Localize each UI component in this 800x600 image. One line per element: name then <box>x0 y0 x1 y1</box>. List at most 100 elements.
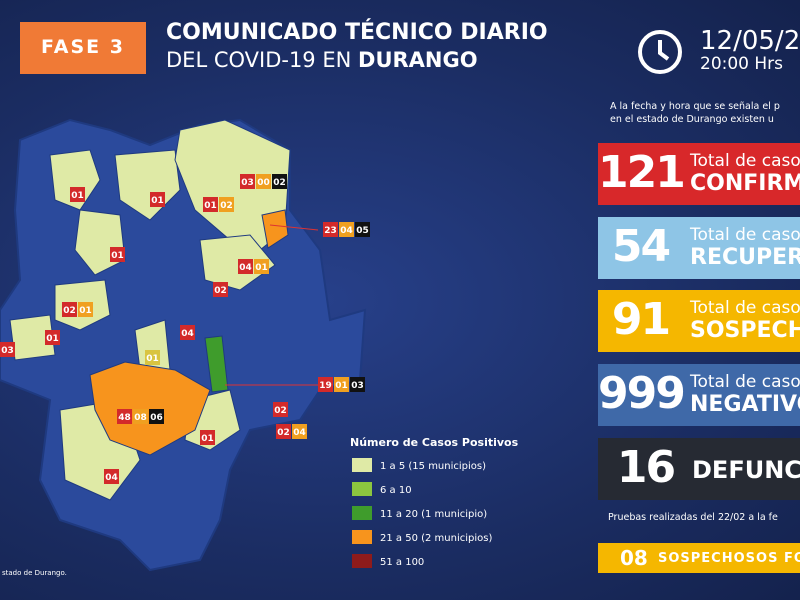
badge-count: 06 <box>150 413 163 423</box>
subtitle-place: DURANGO <box>358 48 478 72</box>
municipality-light <box>49 149 101 211</box>
municipality-orange <box>261 209 289 249</box>
intro-line: en el estado de Durango existen u <box>610 114 774 125</box>
badge-count: 19 <box>319 381 332 391</box>
legend-label: 51 a 100 <box>380 557 424 568</box>
badge-count: 08 <box>134 413 147 423</box>
legend-title: Número de Casos Positivos <box>350 436 519 449</box>
badge-cell <box>240 174 255 189</box>
badge-cell <box>256 174 271 189</box>
stat-box <box>598 143 800 205</box>
stat-line1: DEFUNCIO <box>692 456 800 484</box>
badge-count: 48 <box>118 413 131 423</box>
badge-cell <box>334 377 349 392</box>
badge-cell <box>70 187 85 202</box>
bottom-label: SOSPECHOSOS FO <box>658 551 800 566</box>
badge-cell <box>292 424 307 439</box>
badge-cell <box>318 377 333 392</box>
municipality-light <box>199 234 276 291</box>
badge-count: 02 <box>274 406 287 416</box>
badge-cell <box>180 325 195 340</box>
stat-box <box>598 364 800 426</box>
stat-box <box>598 290 800 352</box>
badge-cell <box>276 424 291 439</box>
municipality-green <box>204 335 229 393</box>
badge-count: 01 <box>71 191 84 201</box>
badge-count: 04 <box>340 226 353 236</box>
badge-cell <box>219 197 234 212</box>
badge-cell <box>149 409 164 424</box>
intro: A la fecha y hora que se señala el p en … <box>610 100 780 126</box>
stat-line2: RECUPER <box>690 245 800 270</box>
bottom-number: 08 <box>620 546 648 570</box>
title: COMUNICADO TÉCNICO DIARIO <box>166 20 548 45</box>
badge-count: 02 <box>277 428 290 438</box>
badge-count: 01 <box>335 381 348 391</box>
legend-swatch <box>352 482 372 496</box>
badge-count: 23 <box>324 226 337 236</box>
legend-swatch <box>352 554 372 568</box>
phase-badge <box>20 22 146 74</box>
badge-cell <box>78 302 93 317</box>
legend-swatch <box>352 530 372 544</box>
stat-line1: Total de caso <box>690 225 800 245</box>
stat-number: 999 <box>598 368 686 419</box>
badge-count: 02 <box>214 286 227 296</box>
badge-count: 03 <box>1 346 14 356</box>
badge-cell <box>200 430 215 445</box>
badge-cell <box>254 259 269 274</box>
legend-swatch <box>352 458 372 472</box>
badge-count: 01 <box>46 334 59 344</box>
badge-count: 03 <box>241 178 254 188</box>
badge-count: 01 <box>204 201 217 211</box>
badge-count: 05 <box>356 226 369 236</box>
badge-cell <box>0 342 15 357</box>
legend-label: 6 a 10 <box>380 485 412 496</box>
stat-number: 54 <box>611 221 671 272</box>
badge-count: 01 <box>255 263 268 273</box>
badge-count: 01 <box>146 354 159 364</box>
badge-cell <box>272 174 287 189</box>
clock-icon <box>638 30 682 74</box>
badge-cell <box>62 302 77 317</box>
municipality-orange <box>89 361 211 456</box>
badge-count: 03 <box>351 381 364 391</box>
subtitle: DEL COVID-19 EN DURANGO <box>166 48 478 72</box>
leader-line <box>269 224 319 231</box>
badge-count: 01 <box>201 434 214 444</box>
badge-count: 01 <box>111 251 124 261</box>
legend-label: 1 a 5 (15 municipios) <box>380 461 486 472</box>
stat-number: 16 <box>616 442 676 493</box>
subtitle-text: DEL COVID-19 EN <box>166 48 352 72</box>
badge-cell <box>213 282 228 297</box>
badge-cell <box>238 259 253 274</box>
stat-line1: Total de caso <box>690 151 800 171</box>
badge-cell <box>133 409 148 424</box>
badge-cell <box>355 222 370 237</box>
stat-line2: SOSPECHO <box>690 318 800 343</box>
legend-swatch <box>352 506 372 520</box>
stat-box <box>598 438 800 500</box>
stat-number: 121 <box>598 147 686 198</box>
phase-label: FASE 3 <box>40 36 125 58</box>
stat-box <box>598 217 800 279</box>
badge-cell <box>145 350 160 365</box>
badge-count: 04 <box>181 329 194 339</box>
legend-label: 21 a 50 (2 municipios) <box>380 533 492 544</box>
stat-number: 91 <box>611 294 671 345</box>
badge-count: 01 <box>151 196 164 206</box>
badge-count: 02 <box>63 306 76 316</box>
badge-count: 01 <box>79 306 92 316</box>
stat-line1: Total de caso <box>690 372 800 392</box>
legend-label: 11 a 20 (1 municipio) <box>380 509 487 520</box>
map-caption: stado de Durango. <box>2 569 67 577</box>
badge-count: 04 <box>105 473 118 483</box>
stat-line1: Total de caso <box>690 298 800 318</box>
badge-cell <box>203 197 218 212</box>
badge-cell <box>339 222 354 237</box>
footnote: Pruebas realizadas del 22/02 a la fe <box>608 512 778 523</box>
badge-count: 02 <box>220 201 233 211</box>
badge-count: 04 <box>293 428 306 438</box>
